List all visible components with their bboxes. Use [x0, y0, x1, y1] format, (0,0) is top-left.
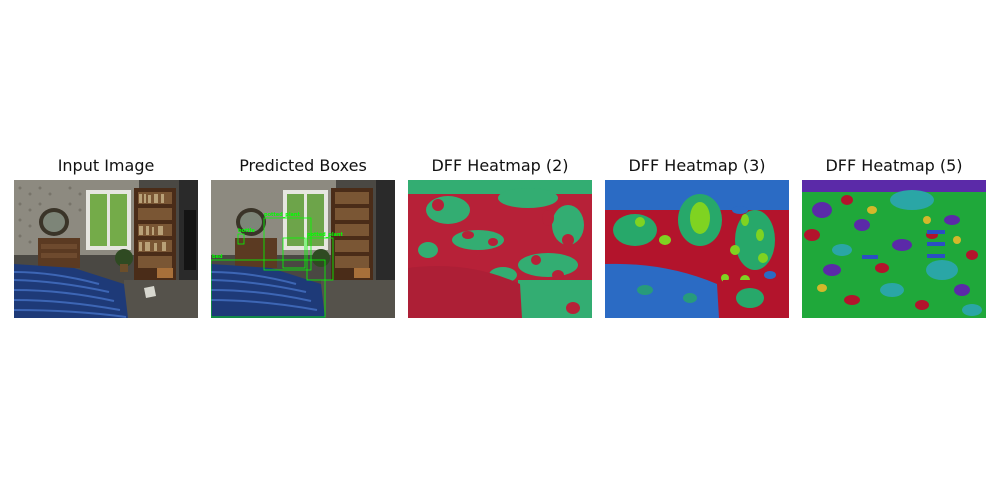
detection-box	[263, 217, 312, 271]
detection-box	[282, 237, 306, 269]
input-image	[14, 180, 198, 318]
detection-label: bed	[212, 254, 223, 260]
detection-label: potted_plant	[307, 232, 343, 238]
detection-box	[211, 259, 326, 318]
panel-title: Input Image	[57, 156, 155, 175]
heatmap-5-image	[802, 180, 986, 318]
detection-box	[237, 233, 245, 245]
heatmap-2	[408, 180, 592, 318]
bedroom-photo-with-boxes: potted_plant bottle potted_plant bed	[211, 180, 395, 318]
panel-title: DFF Heatmap (2)	[431, 156, 569, 175]
boxes-image: potted_plant bottle potted_plant bed	[211, 180, 395, 318]
detection-label: bottle	[238, 228, 256, 234]
heatmap-3-image	[605, 180, 789, 318]
panel-title: Predicted Boxes	[239, 156, 367, 175]
panel-title: DFF Heatmap (5)	[825, 156, 963, 175]
heatmap-5	[802, 180, 986, 318]
heatmap-2-image	[408, 180, 592, 318]
detection-box	[306, 237, 334, 281]
detection-label: potted_plant	[264, 212, 300, 218]
heatmap-3	[605, 180, 789, 318]
panel-title: DFF Heatmap (3)	[628, 156, 766, 175]
bedroom-photo	[14, 180, 198, 318]
